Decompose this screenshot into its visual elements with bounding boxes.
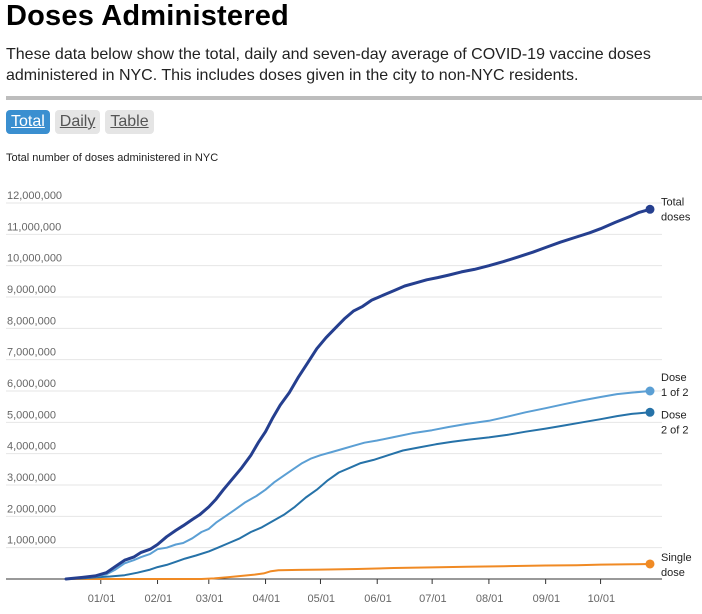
x-tick-label: 05/01 <box>307 593 335 605</box>
series-label-dose2: Dose 2 of 2 <box>661 409 689 436</box>
y-tick-label: 3,000,000 <box>7 472 56 484</box>
series-endpoint-dose2 <box>645 407 655 417</box>
series-label-line: doses <box>661 211 691 223</box>
page-description: These data below show the total, daily a… <box>6 46 651 84</box>
series-label-total: Total doses <box>661 196 691 223</box>
y-tick-label: 9,000,000 <box>7 284 56 296</box>
series-label-line: 2 of 2 <box>661 424 689 436</box>
series-line-dose1 <box>65 390 651 580</box>
x-axis: 01/01 02/01 03/01 04/01 05/01 06/01 07/01 08/01… <box>6 578 662 605</box>
series-label-line: Dose <box>661 409 687 421</box>
x-tick-label: 01/01 <box>88 593 116 605</box>
series-line-total <box>64 207 652 581</box>
y-tick-label: 2,000,000 <box>7 503 56 515</box>
series-labels: Total doses Dose 1 of 2 Dose 2 of 2 Single dose <box>661 196 692 579</box>
x-tick-label: 09/01 <box>533 593 561 605</box>
grid-lines <box>6 202 662 549</box>
series-label-line: Dose <box>661 372 687 384</box>
doses-line-chart: 1,000,000 2,000,000 3,000,000 4,000,000 5,00… <box>6 190 692 605</box>
x-tick-label: 02/01 <box>145 593 173 605</box>
series-endpoint-total <box>645 204 655 214</box>
y-tick-label: 11,000,000 <box>7 221 61 233</box>
series-endpoint-dose1 <box>645 386 655 396</box>
y-tick-label: 8,000,000 <box>7 315 56 327</box>
y-tick-label: 5,000,000 <box>7 409 56 421</box>
series-label-single: Single dose <box>661 552 692 579</box>
y-tick-label: 7,000,000 <box>7 347 56 359</box>
y-tick-label: 12,000,000 <box>7 190 62 202</box>
page-title: Doses Administered <box>6 0 289 32</box>
tab-daily[interactable]: Daily <box>54 110 101 134</box>
y-axis: 1,000,000 2,000,000 3,000,000 4,000,000 5,00… <box>7 190 62 547</box>
series-label-line: Total <box>661 196 684 208</box>
x-tick-label: 10/01 <box>588 593 616 605</box>
tab-table[interactable]: Table <box>105 110 154 134</box>
y-tick-label: 1,000,000 <box>7 535 56 547</box>
series-line-dose2 <box>65 411 651 580</box>
x-tick-label: 06/01 <box>364 593 392 605</box>
chart-subtitle: Total number of doses administered in NY… <box>6 152 219 164</box>
x-tick-label: 04/01 <box>253 593 281 605</box>
tab-total[interactable]: Total <box>6 110 50 134</box>
series-endpoint-single <box>645 559 655 569</box>
y-tick-label: 10,000,000 <box>7 253 62 265</box>
view-tabs: Total Daily Table <box>6 110 154 134</box>
divider <box>6 96 702 100</box>
series-label-line: 1 of 2 <box>661 387 689 399</box>
series-label-line: Single <box>661 552 692 564</box>
x-tick-label: 08/01 <box>476 593 504 605</box>
x-tick-label: 07/01 <box>419 593 447 605</box>
series-label-line: dose <box>661 567 685 579</box>
series-line-single <box>65 563 651 580</box>
x-tick-label: 03/01 <box>196 593 224 605</box>
series-label-dose1: Dose 1 of 2 <box>661 372 689 399</box>
y-tick-label: 4,000,000 <box>7 441 56 453</box>
series-lines <box>64 204 655 581</box>
y-tick-label: 6,000,000 <box>7 378 56 390</box>
